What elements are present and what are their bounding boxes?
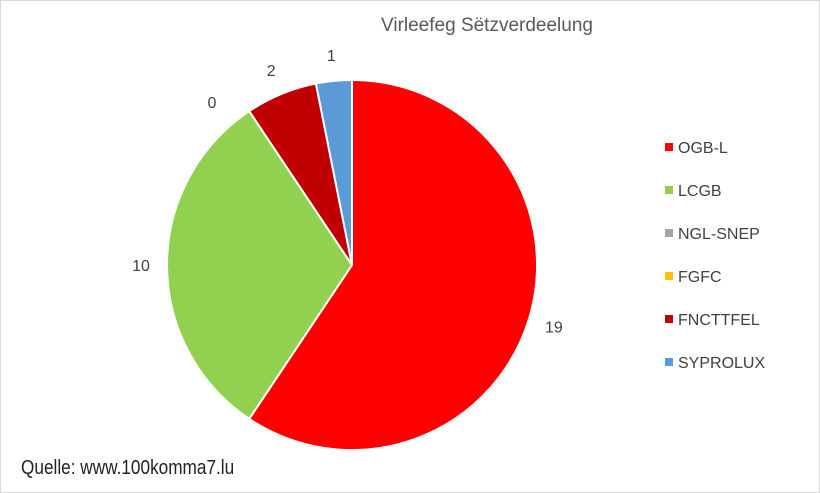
legend-item-ogb-l: OGB-L <box>665 140 728 157</box>
chart-title: Virleefeg Sëtzverdeelung <box>381 15 593 36</box>
legend-label-ogb-l: OGB-L <box>678 140 728 157</box>
data-label-syprolux: 1 <box>327 48 336 65</box>
legend-item-fgfc: FGFC <box>665 269 722 286</box>
data-label-lcgb: 10 <box>132 258 150 275</box>
data-labels: 19 10 0 2 1 <box>132 48 563 336</box>
legend-swatch-ogb-l <box>665 143 673 151</box>
legend-swatch-lcgb <box>665 186 673 194</box>
legend-label-ngl-snep: NGL-SNEP <box>678 226 760 243</box>
source-note: Quelle: www.100komma7.lu <box>21 457 235 479</box>
legend-swatch-syprolux <box>665 358 673 366</box>
data-label-fgfc: 0 <box>208 95 217 112</box>
legend-swatch-fgfc <box>665 272 673 280</box>
legend-swatch-ngl-snep <box>665 229 673 237</box>
data-label-ogb-l: 19 <box>545 319 563 336</box>
legend-item-fncttfel: FNCTTFEL <box>665 312 760 329</box>
legend-label-syprolux: SYPROLUX <box>678 355 765 372</box>
pie-slice-syprolux <box>314 78 353 266</box>
legend-item-ngl-snep: NGL-SNEP <box>665 226 760 243</box>
legend-swatch-fncttfel <box>665 315 673 323</box>
legend: OGB-L LCGB NGL-SNEP FGFC FNCTTFEL SYPROLUX <box>665 140 765 372</box>
pie-slice-lcgb <box>166 109 354 421</box>
pie-slice-ogb-l <box>247 78 538 451</box>
legend-label-fncttfel: FNCTTFEL <box>678 312 760 329</box>
legend-label-lcgb: LCGB <box>678 183 722 200</box>
legend-item-syprolux: SYPROLUX <box>665 355 765 372</box>
legend-item-lcgb: LCGB <box>665 183 722 200</box>
data-label-fncttfel: 2 <box>267 63 276 80</box>
pie-slices <box>166 78 538 451</box>
legend-label-fgfc: FGFC <box>678 269 722 286</box>
